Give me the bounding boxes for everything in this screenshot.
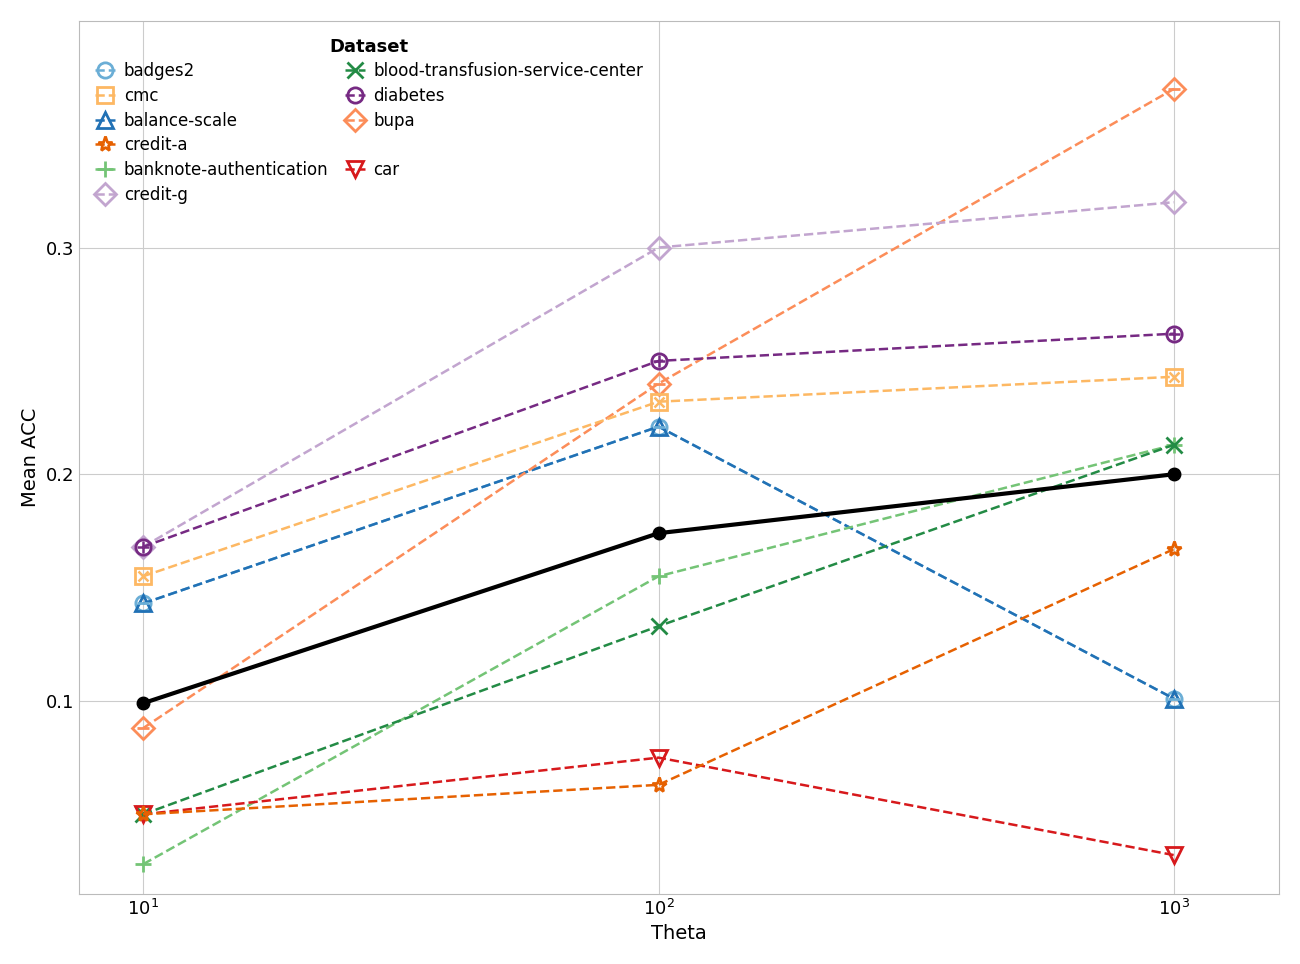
Legend: badges2, cmc, balance-scale, credit-a, banknote-authentication, credit-g, blood-: badges2, cmc, balance-scale, credit-a, b… [87,29,651,212]
X-axis label: Theta: Theta [651,924,707,943]
Y-axis label: Mean ACC: Mean ACC [21,408,40,507]
